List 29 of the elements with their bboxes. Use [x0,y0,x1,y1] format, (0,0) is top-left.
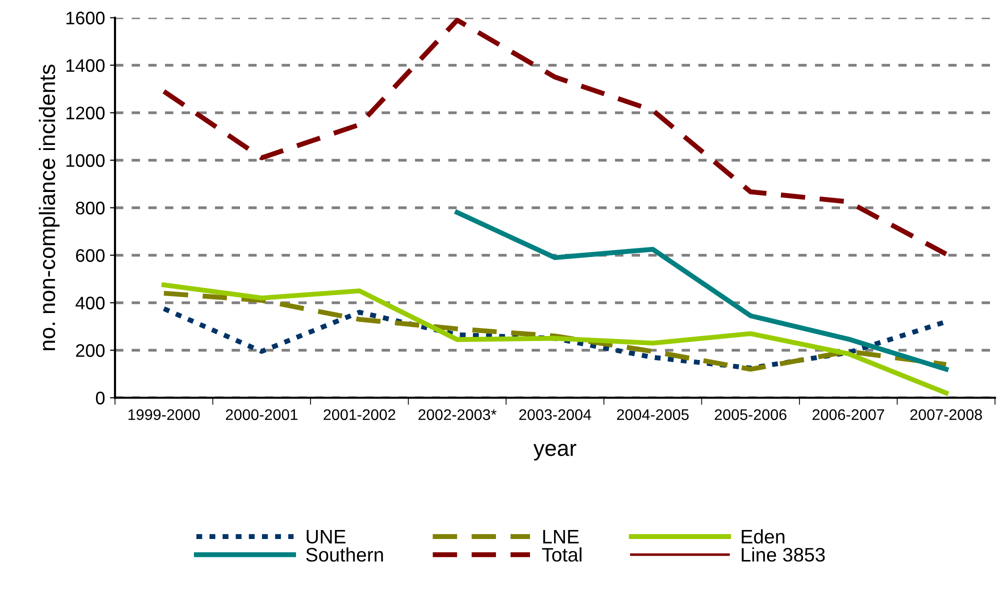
y-tick-label: 1000 [66,154,105,167]
legend-label: Eden [742,529,784,544]
x-tick-label: 2006-2007 [812,409,884,420]
x-tick-label: 2003-2004 [519,409,592,420]
x-tick-label: 2007-2008 [910,409,982,420]
y-axis-title: no. non-compliance incidents [38,64,60,350]
legend-label: UNE [306,530,346,544]
line-series [454,210,949,372]
y-tick-label: 1200 [66,106,105,120]
x-tick-label: 2001-2002 [324,409,396,420]
x-tick-label: 2005-2006 [714,409,786,420]
line-series [161,18,949,256]
y-tick-label: 1400 [66,59,105,72]
y-tick-label: 200 [76,344,105,357]
line-series [161,282,949,396]
x-tick-label: 2002-2003* [418,409,496,420]
x-tick-label: 2004-2005 [617,409,689,420]
x-tick-label: 1999-2000 [128,409,200,420]
y-tick-label: 400 [76,296,105,310]
y-tick-label: 800 [76,202,105,214]
legend-label: Line 3853 [742,547,825,562]
legend-label: Southern [306,547,383,562]
y-tick-label: 1600 [66,12,105,24]
y-tick-label: 0 [96,392,105,404]
legend-label: LNE [543,530,579,544]
y-tick-label: 600 [76,249,105,262]
x-tick-label: 2000-2001 [226,409,298,420]
legend-label: Total [542,547,582,562]
x-axis-title: year [533,444,576,460]
